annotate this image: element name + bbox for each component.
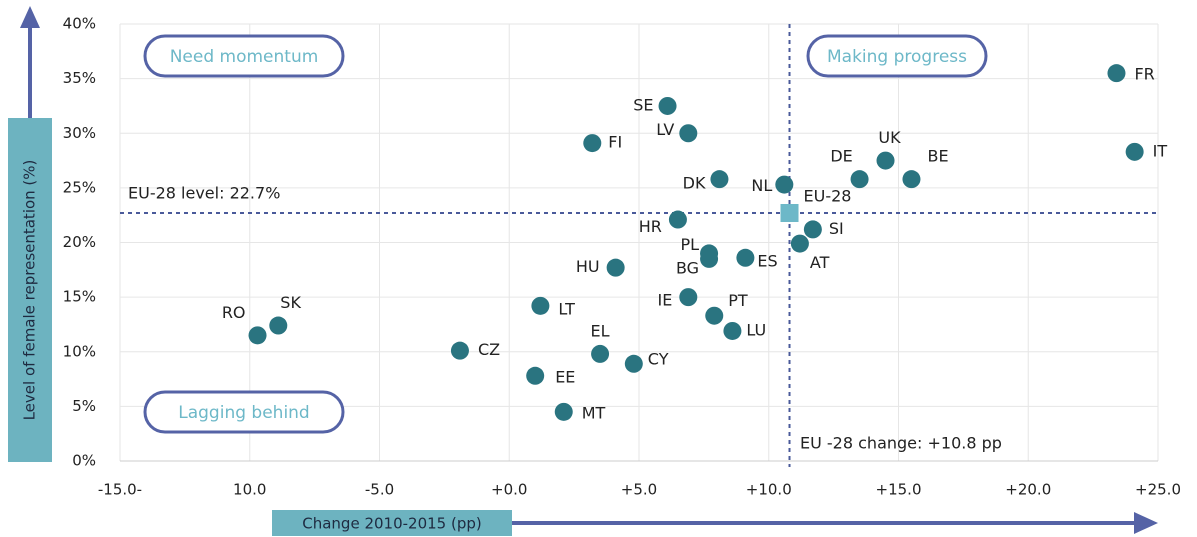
point-label: LU [746,320,766,339]
reference-label: EU-28 [804,187,852,206]
y-label-box [8,118,52,462]
x-tick-label: +25.0 [1135,481,1181,499]
y-tick-label: 0% [72,452,96,470]
x-arrow-head [1134,512,1158,534]
point-label: UK [878,128,901,147]
point [723,321,742,340]
point-label: MT [582,403,606,422]
y-tick-label: 15% [63,288,96,306]
point [248,326,267,345]
point [790,234,809,253]
point-label: SE [633,95,653,114]
x-tick-label: 10.0 [233,481,266,499]
y-tick-label: 25% [63,178,96,196]
x-tick-label: +20.0 [1005,481,1051,499]
point-label: DK [683,174,706,193]
point-label: CZ [478,340,500,359]
x-label-box [272,510,512,536]
point-label: AT [810,253,830,272]
point-label: LV [656,120,674,139]
point-label: PT [728,291,748,310]
y-arrow-head [20,6,40,28]
point [668,210,687,229]
point [624,354,643,373]
point-label: IT [1153,141,1168,160]
point-label: BE [927,147,948,166]
point-label: HU [576,257,600,276]
point-label: BG [676,258,699,277]
point-label: FR [1134,65,1154,84]
point [850,170,869,189]
quadrant-box [143,34,345,78]
point-label: ES [757,251,777,270]
point [606,258,625,277]
y-tick-label: 20% [63,233,96,251]
quadrant-label: Need momentum [170,47,319,67]
annotation: EU -28 change: +10.8 pp [800,434,1002,453]
point [679,288,698,307]
point-label: SK [280,293,301,312]
point-label: LT [558,299,575,318]
x-tick-label: +15.0 [876,481,922,499]
point [1107,64,1126,83]
point [591,344,610,363]
x-tick-label: +5.0 [621,481,657,499]
point-label: IE [657,291,672,310]
x-tick-label: -15.0- [98,481,142,499]
annotation: EU-28 level: 22.7% [128,184,280,203]
point-label: DE [830,147,852,166]
y-tick-label: 5% [72,397,96,415]
point [658,96,677,115]
point [710,170,729,189]
point-label: CY [648,349,669,368]
point [269,316,288,335]
point [705,306,724,325]
point-label: SI [829,219,844,238]
point [531,296,550,315]
x-axis-label: Change 2010-2015 (pp) [302,515,481,533]
quadrant-box [806,34,988,78]
quadrant-label: Lagging behind [178,403,309,423]
point [450,341,469,360]
point [583,134,602,153]
point-label: EE [555,367,575,386]
point-label: HR [639,217,662,236]
y-tick-label: 10% [63,342,96,360]
quadrant-box [143,390,345,434]
y-tick-label: 35% [63,69,96,87]
point [554,402,573,421]
point [902,170,921,189]
point [803,220,822,239]
reference-point [780,204,799,223]
x-tick-label: +10.0 [746,481,792,499]
point [679,124,698,143]
point-label: FI [608,133,622,152]
point [526,366,545,385]
point-label: RO [222,303,246,322]
point-label: EL [591,321,610,340]
point [775,175,794,194]
y-tick-label: 40% [63,15,96,33]
point [876,151,895,170]
point-label: NL [751,176,772,195]
y-axis-label: Level of female representation (%) [21,160,39,421]
point-label: PL [681,235,700,254]
y-tick-label: 30% [63,124,96,142]
point [1125,142,1144,161]
x-tick-label: +0.0 [491,481,527,499]
point [700,249,719,268]
x-tick-label: -5.0 [365,481,394,499]
point [736,248,755,267]
quadrant-label: Making progress [827,47,967,67]
